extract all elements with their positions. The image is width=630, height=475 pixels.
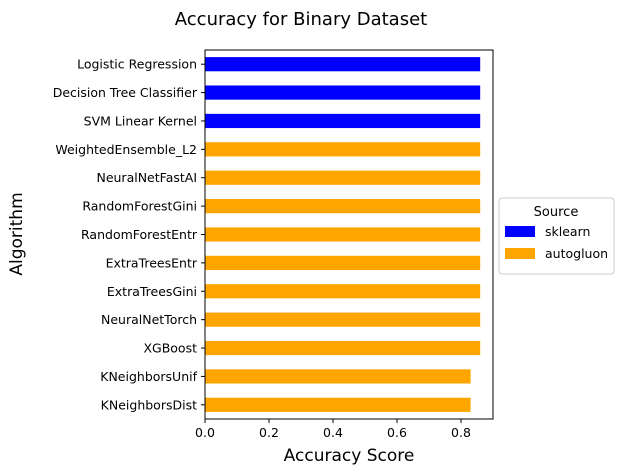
y-tick-label: SVM Linear Kernel bbox=[84, 113, 197, 128]
y-tick-label: ExtraTreesGini bbox=[107, 284, 197, 299]
y-tick-label: RandomForestGini bbox=[82, 199, 197, 214]
legend-label: sklearn bbox=[545, 224, 590, 239]
y-tick-label: NeuralNetTorch bbox=[101, 312, 197, 327]
bar bbox=[205, 57, 481, 72]
bar bbox=[205, 255, 481, 270]
y-tick-label: XGBoost bbox=[143, 341, 197, 356]
y-tick-label: NeuralNetFastAI bbox=[96, 170, 197, 185]
x-axis-ticks: 0.0 0.2 0.4 0.6 0.8 bbox=[195, 419, 471, 440]
bar bbox=[205, 397, 471, 412]
x-tick-label: 0.0 bbox=[195, 425, 215, 440]
bar bbox=[205, 170, 481, 185]
bar bbox=[205, 142, 481, 157]
y-tick-label: KNeighborsDist bbox=[101, 397, 197, 412]
bar bbox=[205, 85, 481, 100]
x-axis-label: Accuracy Score bbox=[284, 446, 415, 466]
legend-label: autogluon bbox=[545, 246, 608, 261]
legend-swatch bbox=[505, 248, 535, 259]
x-tick-label: 0.4 bbox=[323, 425, 343, 440]
legend: Source sklearn autogluon bbox=[498, 197, 615, 275]
y-tick-label: RandomForestEntr bbox=[81, 227, 198, 242]
bar bbox=[205, 113, 481, 129]
bar bbox=[205, 199, 481, 214]
bar bbox=[205, 312, 481, 327]
chart-title: Accuracy for Binary Dataset bbox=[175, 9, 427, 30]
bar bbox=[205, 340, 481, 356]
y-tick-label: Decision Tree Classifier bbox=[53, 85, 198, 100]
legend-entries: sklearn autogluon bbox=[505, 224, 608, 261]
bars-group bbox=[205, 57, 481, 412]
y-axis-label: Algorithm bbox=[7, 192, 27, 275]
legend-title: Source bbox=[534, 205, 579, 220]
bar bbox=[205, 284, 481, 299]
y-tick-label: Logistic Regression bbox=[77, 57, 197, 72]
y-tick-label: WeightedEnsemble_L2 bbox=[55, 142, 197, 157]
x-tick-label: 0.2 bbox=[259, 425, 279, 440]
bar bbox=[205, 369, 471, 384]
y-axis-ticks: Logistic Regression Decision Tree Classif… bbox=[53, 57, 205, 412]
legend-swatch bbox=[505, 226, 535, 237]
bar bbox=[205, 227, 481, 242]
x-tick-label: 0.8 bbox=[451, 425, 471, 440]
y-tick-label: KNeighborsUnif bbox=[100, 369, 197, 384]
y-tick-label: ExtraTreesEntr bbox=[106, 255, 198, 270]
x-tick-label: 0.6 bbox=[387, 425, 407, 440]
